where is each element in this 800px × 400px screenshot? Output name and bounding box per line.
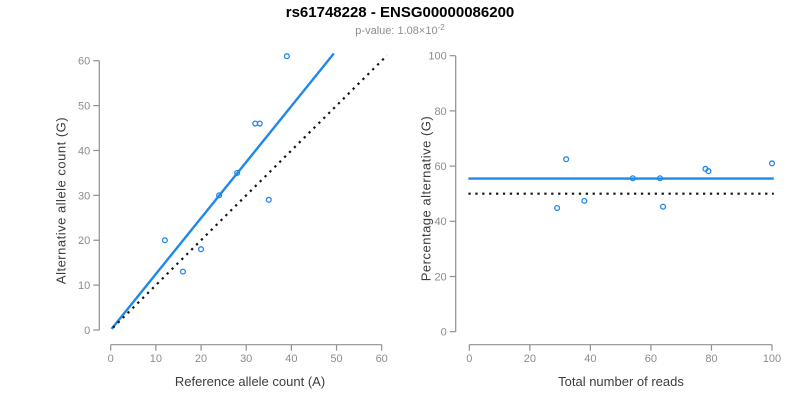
data-point-circle: [256, 120, 263, 127]
data-point-circle: [554, 205, 561, 212]
p-value-exponent: -2: [437, 23, 445, 32]
y-tick-label: 80: [434, 106, 446, 118]
data-point-circle: [283, 53, 290, 60]
data-point-circle: [563, 156, 570, 163]
x-tick-label: 0: [466, 353, 472, 365]
identity-line: [112, 54, 388, 329]
percentage-scatter-panel: 0 20 40 60 80 100 0 20 40 60 80 100: [428, 51, 781, 366]
data-point-circle: [768, 160, 776, 167]
x-tick-label: 20: [524, 353, 536, 365]
x-tick-label: 60: [645, 353, 657, 365]
x-tick-label: 100: [763, 353, 781, 365]
data-point-circle: [161, 237, 168, 244]
left-plot-x-axis-label: Reference allele count (A): [174, 374, 326, 389]
y-tick-label: 10: [78, 280, 90, 292]
x-tick-label: 80: [705, 353, 717, 365]
data-point-circle: [659, 203, 667, 210]
data-point-circle: [197, 246, 205, 253]
data-point-circle: [265, 196, 272, 203]
y-tick-label: 20: [434, 271, 446, 283]
data-point-circle: [656, 175, 664, 182]
y-tick-label: 60: [78, 56, 90, 68]
x-tick-label: 30: [240, 353, 252, 365]
y-tick-label: 60: [434, 161, 446, 173]
p-value-subtitle: p-value: 1.08×10-2: [0, 23, 800, 37]
allele-count-scatter-panel: 0 10 20 30 40 50 60 0 10 20 30 40 50 60: [78, 52, 388, 365]
y-tick-label: 100: [428, 51, 446, 63]
data-point-circle: [234, 169, 241, 176]
right-plot-x-axis-label: Total number of reads: [558, 374, 684, 389]
y-tick-label: 50: [78, 100, 90, 112]
x-tick-label: 40: [285, 353, 297, 365]
y-tick-label: 0: [441, 327, 447, 339]
fit-line: [110, 52, 335, 330]
data-point-circle: [216, 192, 223, 199]
page-title: rs61748228 - ENSG00000086200: [285, 4, 515, 21]
x-tick-label: 0: [108, 353, 114, 365]
x-tick-label: 10: [150, 353, 162, 365]
data-point-circle: [581, 197, 588, 204]
data-point-circle: [629, 175, 636, 182]
data-point-circle: [705, 168, 712, 175]
p-value-text: p-value: 1.08×10: [355, 25, 438, 37]
y-tick-label: 40: [434, 216, 446, 228]
x-tick-label: 50: [330, 353, 342, 365]
data-point-circle: [179, 268, 187, 275]
y-tick-label: 0: [84, 325, 90, 337]
left-plot-y-axis-label: Alternative allele count (G): [53, 116, 69, 285]
y-tick-label: 40: [78, 145, 90, 157]
y-tick-label: 20: [78, 235, 90, 247]
x-tick-label: 20: [195, 353, 207, 365]
right-plot-y-axis-label: Percentage alternative (G): [418, 115, 434, 282]
x-tick-label: 40: [584, 353, 596, 365]
y-tick-label: 30: [78, 190, 90, 202]
x-tick-label: 60: [376, 353, 388, 365]
